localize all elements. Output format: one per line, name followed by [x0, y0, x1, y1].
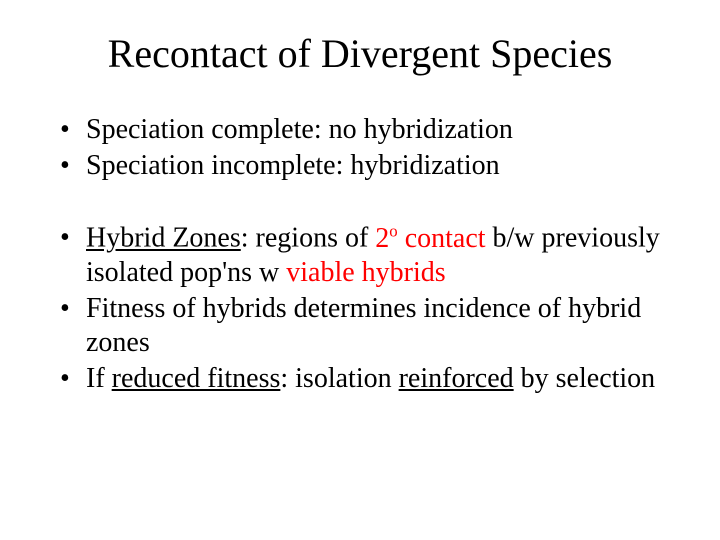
group-spacer: [50, 185, 670, 221]
text: If: [86, 363, 112, 394]
underline-text: reinforced: [399, 363, 514, 394]
red-text: 2o contact: [375, 223, 485, 254]
text: : isolation: [280, 363, 398, 394]
bullet-item-reduced-fitness: If reduced fitness: isolation reinforced…: [60, 362, 670, 396]
red-text: viable hybrids: [286, 257, 445, 288]
bullet-item-hybrid-zones: Hybrid Zones: regions of 2o contact b/w …: [60, 221, 670, 290]
bullet-item: Fitness of hybrids determines incidence …: [60, 292, 670, 360]
bullet-item: Speciation incomplete: hybridization: [60, 149, 670, 183]
bullet-group-1: Speciation complete: no hybridization Sp…: [60, 113, 670, 183]
underline-text: Hybrid Zones: [86, 223, 241, 254]
bullet-item: Speciation complete: no hybridization: [60, 113, 670, 147]
text: : regions of: [241, 223, 376, 254]
slide: Recontact of Divergent Species Speciatio…: [0, 0, 720, 418]
underline-text: reduced fitness: [112, 363, 281, 394]
bullet-group-2: Hybrid Zones: regions of 2o contact b/w …: [60, 221, 670, 396]
degree-superscript: o: [389, 221, 397, 240]
slide-title: Recontact of Divergent Species: [50, 30, 670, 77]
text: by selection: [514, 363, 656, 394]
